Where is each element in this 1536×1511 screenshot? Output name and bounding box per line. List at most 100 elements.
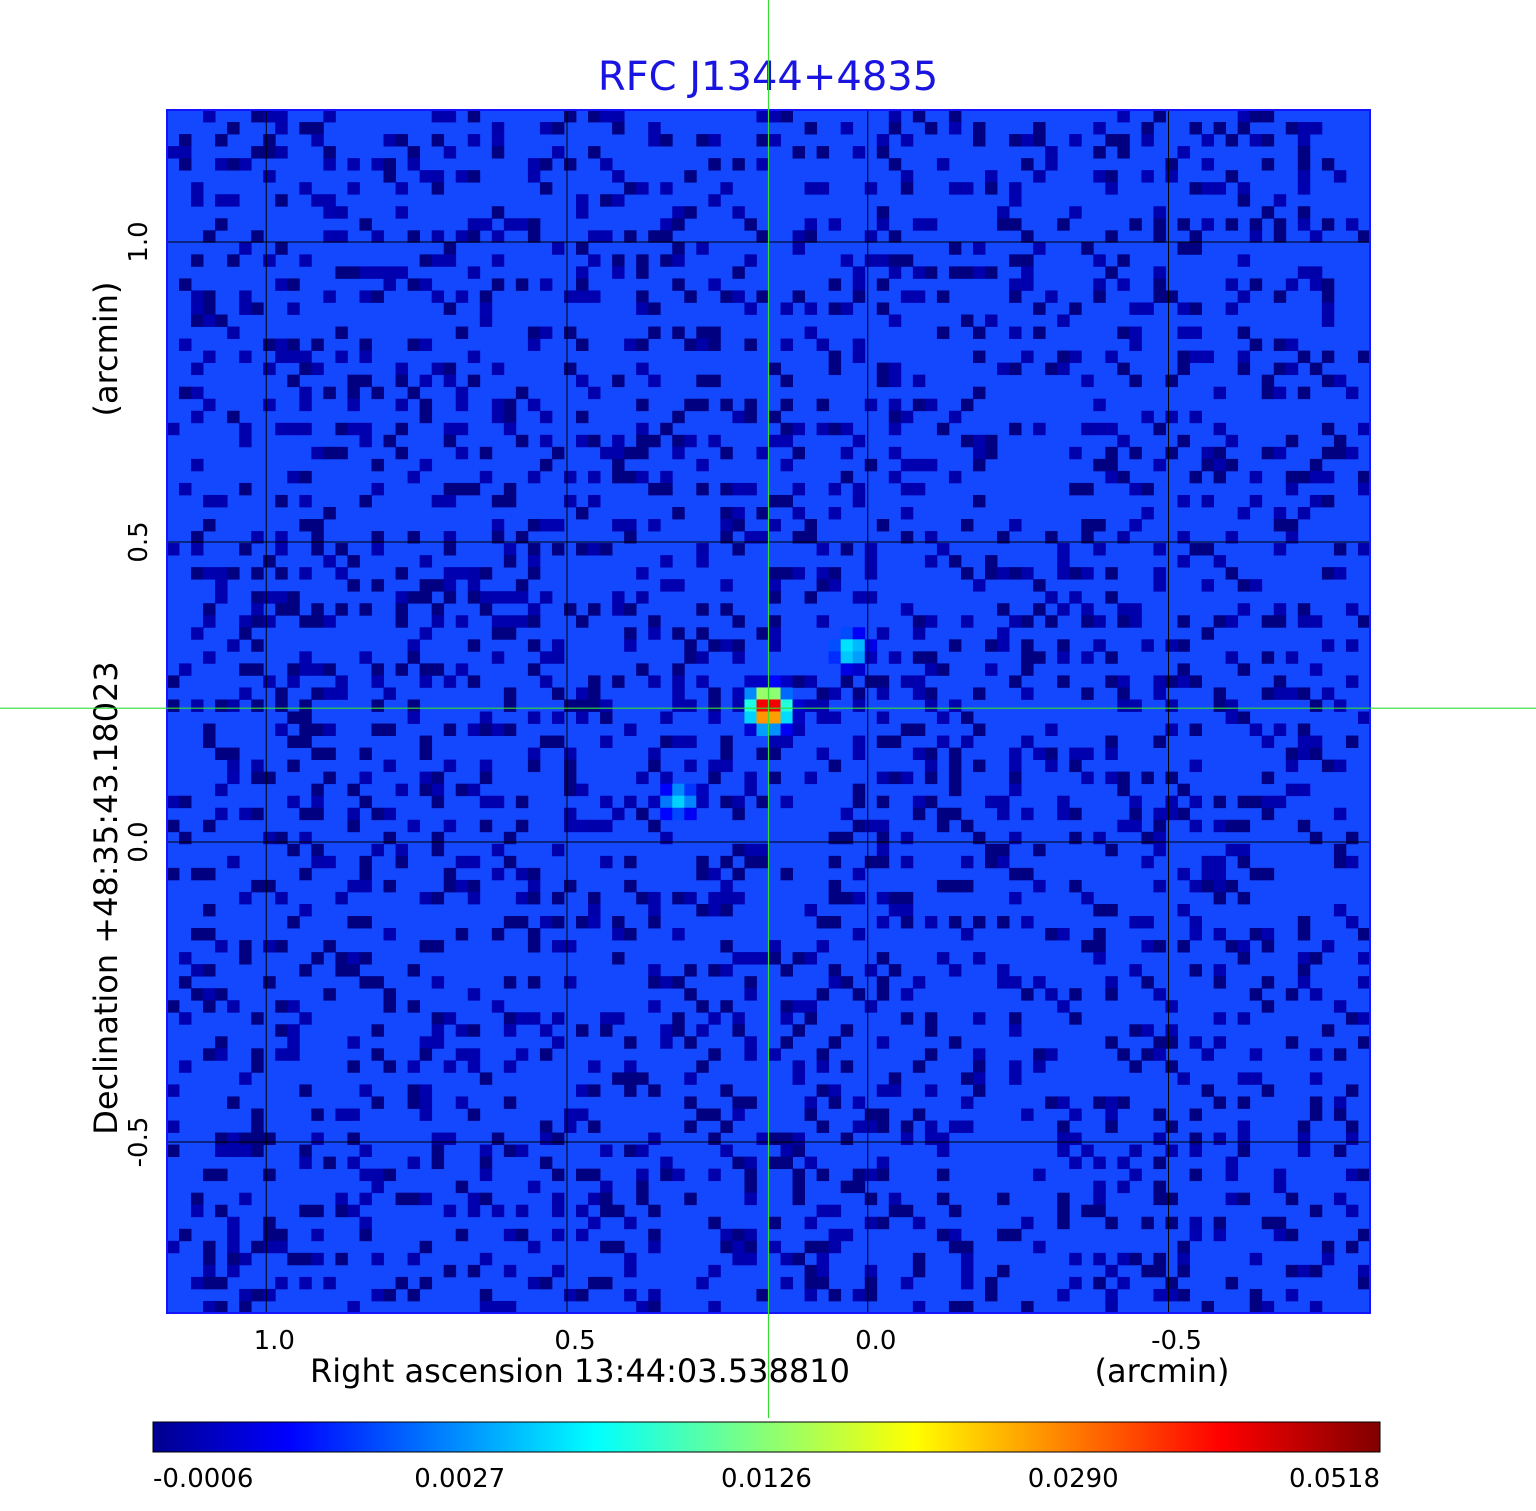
image-pixel bbox=[1333, 1048, 1347, 1061]
image-pixel bbox=[1045, 158, 1058, 171]
image-pixel bbox=[1321, 1024, 1335, 1037]
image-pixel bbox=[335, 230, 348, 243]
image-pixel bbox=[527, 218, 541, 231]
image-pixel bbox=[576, 615, 589, 628]
image-pixel bbox=[287, 759, 300, 773]
image-pixel bbox=[600, 711, 613, 724]
image-pixel bbox=[948, 555, 962, 568]
y-tick-label: 1.0 bbox=[124, 221, 154, 262]
image-pixel bbox=[708, 1048, 721, 1061]
image-pixel bbox=[876, 843, 890, 857]
image-pixel bbox=[888, 1072, 902, 1085]
image-pixel bbox=[1117, 110, 1130, 123]
image-pixel bbox=[960, 1276, 974, 1290]
image-pixel bbox=[371, 1288, 384, 1302]
image-pixel bbox=[1105, 182, 1118, 195]
image-pixel bbox=[792, 1132, 805, 1145]
image-pixel bbox=[1261, 940, 1275, 953]
image-pixel bbox=[816, 1264, 830, 1278]
image-pixel bbox=[443, 1264, 457, 1278]
image-pixel bbox=[997, 795, 1010, 809]
image-pixel bbox=[948, 1036, 962, 1049]
image-pixel bbox=[443, 531, 457, 544]
image-pixel bbox=[1093, 278, 1106, 291]
image-pixel bbox=[1321, 470, 1335, 484]
image-pixel bbox=[1153, 819, 1166, 833]
image-pixel bbox=[648, 374, 661, 388]
image-pixel bbox=[900, 170, 914, 183]
image-pixel bbox=[551, 1168, 565, 1182]
image-pixel bbox=[924, 218, 938, 231]
image-pixel bbox=[1285, 1192, 1299, 1206]
image-pixel bbox=[1321, 940, 1335, 953]
image-pixel bbox=[1105, 567, 1118, 580]
image-pixel bbox=[383, 879, 396, 893]
image-pixel bbox=[684, 338, 697, 351]
image-pixel bbox=[1249, 230, 1263, 243]
colorbar-tick-label: 0.0518 bbox=[1289, 1464, 1380, 1494]
image-pixel bbox=[251, 567, 264, 580]
image-pixel bbox=[1057, 1288, 1070, 1302]
image-pixel bbox=[527, 326, 541, 339]
image-pixel bbox=[503, 494, 517, 508]
image-pixel bbox=[491, 410, 505, 424]
image-pixel bbox=[1321, 567, 1335, 580]
image-pixel bbox=[1177, 663, 1190, 676]
image-pixel bbox=[251, 699, 264, 712]
image-pixel bbox=[985, 663, 998, 676]
image-pixel bbox=[1081, 687, 1094, 700]
image-pixel bbox=[648, 964, 661, 977]
image-pixel bbox=[1297, 134, 1311, 147]
image-pixel bbox=[888, 230, 902, 243]
image-pixel bbox=[576, 711, 589, 724]
image-pixel bbox=[864, 1000, 878, 1013]
image-pixel bbox=[359, 1084, 372, 1097]
image-pixel bbox=[239, 627, 252, 640]
image-pixel bbox=[371, 386, 384, 400]
image-pixel bbox=[335, 350, 348, 364]
image-pixel bbox=[648, 122, 661, 135]
image-pixel bbox=[684, 1096, 697, 1109]
image-pixel bbox=[239, 1144, 252, 1158]
image-pixel bbox=[167, 795, 180, 809]
image-pixel bbox=[215, 1276, 228, 1290]
image-pixel bbox=[780, 723, 793, 736]
image-pixel bbox=[1225, 1276, 1239, 1290]
image-pixel bbox=[636, 1072, 649, 1085]
image-pixel bbox=[780, 1132, 793, 1145]
image-pixel bbox=[900, 290, 914, 303]
image-pixel bbox=[696, 482, 709, 496]
image-pixel bbox=[395, 855, 408, 869]
image-pixel bbox=[828, 1036, 842, 1049]
image-pixel bbox=[347, 1300, 360, 1314]
image-pixel bbox=[708, 1168, 721, 1182]
image-pixel bbox=[1261, 795, 1275, 809]
image-pixel bbox=[660, 783, 673, 797]
image-pixel bbox=[768, 735, 781, 748]
image-pixel bbox=[828, 1240, 842, 1254]
image-pixel bbox=[527, 615, 541, 628]
image-pixel bbox=[744, 302, 757, 315]
image-pixel bbox=[203, 964, 216, 977]
image-pixel bbox=[648, 1300, 661, 1314]
image-pixel bbox=[407, 711, 421, 724]
image-pixel bbox=[1021, 735, 1034, 748]
image-pixel bbox=[371, 1096, 384, 1109]
image-pixel bbox=[1141, 1264, 1154, 1278]
image-pixel bbox=[467, 218, 481, 231]
image-pixel bbox=[888, 735, 902, 748]
image-pixel bbox=[431, 663, 445, 676]
image-pixel bbox=[1129, 603, 1142, 616]
image-pixel bbox=[864, 1276, 878, 1290]
image-pixel bbox=[1165, 446, 1178, 460]
image-pixel bbox=[744, 988, 757, 1001]
image-pixel bbox=[852, 928, 866, 941]
image-pixel bbox=[1093, 422, 1106, 436]
image-pixel bbox=[900, 855, 914, 869]
image-pixel bbox=[1021, 230, 1034, 243]
image-pixel bbox=[1297, 122, 1311, 135]
image-pixel bbox=[997, 362, 1010, 376]
image-pixel bbox=[1057, 350, 1070, 364]
image-pixel bbox=[936, 952, 950, 965]
image-pixel bbox=[1033, 879, 1046, 893]
